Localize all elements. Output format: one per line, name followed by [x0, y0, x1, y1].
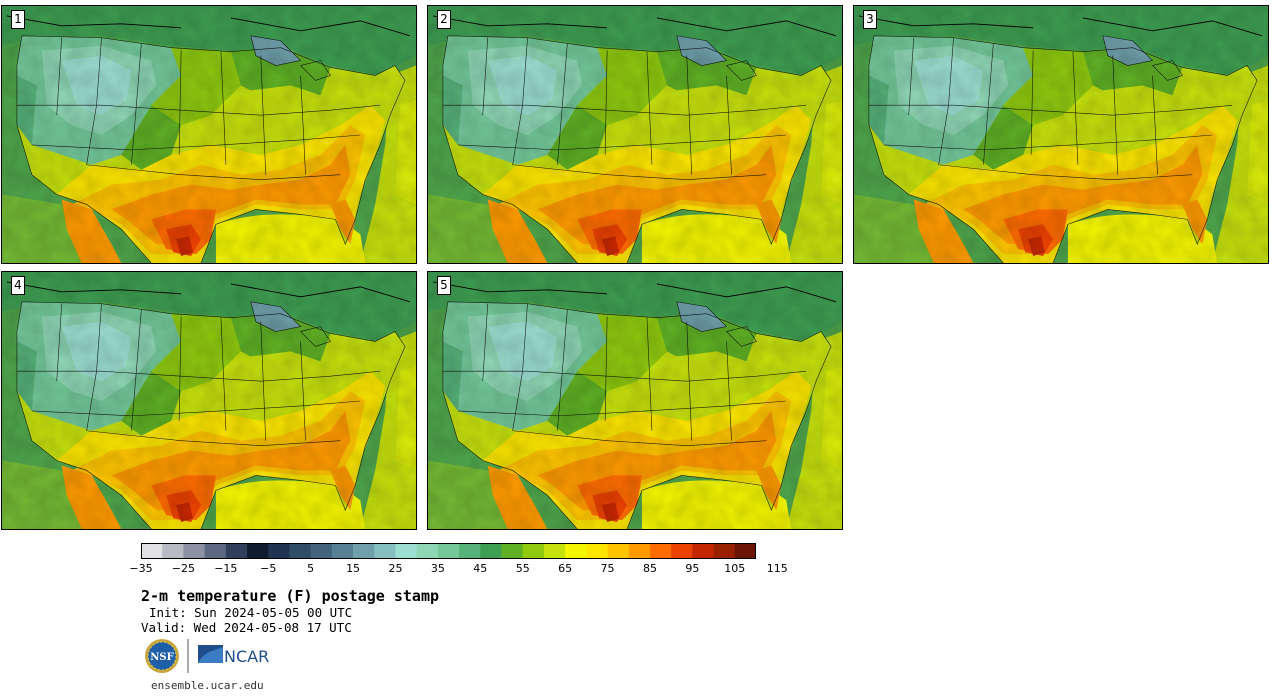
colorbar-swatch: [204, 543, 227, 559]
temperature-map: [854, 6, 1268, 263]
colorbar-swatch: [395, 543, 417, 559]
colorbar-tick-label: 85: [642, 562, 657, 575]
colorbar-tick-label: −25: [171, 562, 196, 575]
nsf-logo: NSF: [145, 639, 179, 673]
postage-stamp-panel-5: 5: [427, 271, 843, 530]
colorbar: [141, 543, 756, 559]
colorbar-swatch: [268, 543, 290, 559]
logos: NSF NCAR: [145, 639, 269, 673]
svg-text:NCAR: NCAR: [224, 647, 269, 666]
colorbar-swatch: [607, 543, 630, 559]
colorbar-swatch: [692, 543, 714, 559]
colorbar-swatch: [586, 543, 608, 559]
colorbar-tick-label: 95: [685, 562, 700, 575]
temperature-map: [2, 6, 416, 263]
colorbar-swatch: [459, 543, 481, 559]
colorbar-swatch: [501, 543, 524, 559]
postage-stamp-panel-4: 4: [1, 271, 417, 530]
colorbar-swatch: [543, 543, 566, 559]
colorbar-swatch: [480, 543, 502, 559]
colorbar-swatch: [353, 543, 375, 559]
colorbar-tick-label: 45: [473, 562, 488, 575]
colorbar-swatch: [374, 543, 396, 559]
valid-time: Valid: Wed 2024-05-08 17 UTC: [141, 620, 352, 635]
colorbar-swatch: [183, 543, 205, 559]
temperature-map: [428, 272, 842, 529]
init-time: Init: Sun 2024-05-05 00 UTC: [149, 605, 353, 620]
postage-stamp-panel-3: 3: [853, 5, 1269, 264]
site-url: ensemble.ucar.edu: [151, 679, 264, 692]
colorbar-tick-label: −15: [214, 562, 238, 575]
colorbar-swatch: [225, 543, 248, 559]
colorbar-tick-label: 35: [430, 562, 445, 575]
ncar-logo: NCAR: [198, 645, 269, 666]
colorbar-swatch: [247, 543, 269, 559]
postage-stamp-panel-1: 1: [1, 5, 417, 264]
colorbar-tick-label: −35: [129, 562, 153, 575]
colorbar-swatch: [628, 543, 651, 559]
temperature-map: [428, 6, 842, 263]
svg-text:NSF: NSF: [150, 652, 173, 663]
colorbar-swatch: [649, 543, 672, 559]
colorbar-tick-label: 5: [307, 562, 315, 575]
colorbar-swatch: [565, 543, 587, 559]
colorbar-tick-label: 75: [600, 562, 615, 575]
colorbar-swatch: [416, 543, 439, 559]
colorbar-swatch: [671, 543, 693, 559]
colorbar-tick-label: 25: [388, 562, 403, 575]
panel-number: 2: [437, 10, 451, 29]
colorbar-swatch: [310, 543, 333, 559]
temperature-map: [2, 272, 416, 529]
colorbar-tick-label: 55: [515, 562, 530, 575]
panel-number: 3: [863, 10, 877, 29]
chart-title: 2-m temperature (F) postage stamp: [141, 587, 440, 605]
colorbar-swatch: [734, 543, 756, 559]
colorbar-tick-label: 15: [346, 562, 361, 575]
colorbar-swatch: [141, 543, 163, 559]
colorbar-swatch: [713, 543, 736, 559]
postage-stamp-panel-2: 2: [427, 5, 843, 264]
colorbar-tick-label: 115: [766, 562, 788, 575]
panel-number: 5: [437, 276, 451, 295]
colorbar-tick-labels: −35 −25 −15 −5 5 15 25 35 45 55 65 75 85 95 105 115: [129, 562, 787, 576]
panel-number: 4: [11, 276, 25, 295]
panel-number: 1: [11, 10, 25, 29]
colorbar-swatch: [331, 543, 354, 559]
colorbar-tick-label: 65: [558, 562, 573, 575]
colorbar-swatch: [289, 543, 311, 559]
colorbar-tick-label: −5: [260, 562, 277, 575]
colorbar-swatch: [437, 543, 460, 559]
colorbar-tick-label: 105: [724, 562, 746, 575]
colorbar-swatch: [162, 543, 184, 559]
colorbar-swatch: [522, 543, 545, 559]
